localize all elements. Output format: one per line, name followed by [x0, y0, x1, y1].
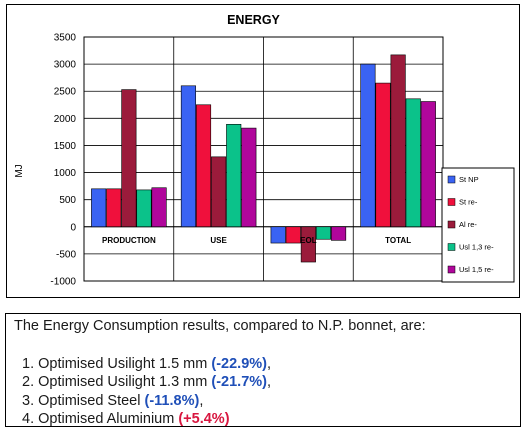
- legend-label: Usl 1,3 re-: [459, 243, 494, 252]
- legend-swatch: [447, 198, 456, 206]
- summary-item-label: 4. Optimised Aluminium: [22, 411, 179, 428]
- summary-item-pct: (+5.4%): [178, 411, 230, 428]
- energy-chart: -1000 -500 0 500 1000 1500 2000 2500 3000 3500 PRO…: [6, 4, 520, 298]
- bar: [270, 226, 286, 244]
- y-tick-label: 3500: [54, 33, 77, 44]
- bar: [315, 226, 332, 240]
- summary-item: 1. Optimised Usilight 1.5 mm (-22.9%),: [22, 355, 271, 373]
- chart-title: ENERGY: [227, 13, 280, 27]
- summary-item: 3. Optimised Steel (-11.8%),: [22, 392, 271, 410]
- category-label: EOL: [300, 236, 317, 245]
- bar: [331, 226, 347, 241]
- summary-item: 2. Optimised Usilight 1.3 mm (-21.7%),: [22, 373, 271, 391]
- bar: [91, 188, 107, 228]
- y-tick-label: -500: [56, 249, 76, 260]
- legend-swatch: [447, 220, 456, 229]
- summary-item-pct: (-22.9%): [211, 356, 267, 372]
- bar: [300, 226, 316, 263]
- summary-list: 1. Optimised Usilight 1.5 mm (-22.9%), 2…: [22, 355, 271, 429]
- y-tick-label: 3000: [54, 60, 77, 71]
- category-label: TOTAL: [385, 236, 411, 245]
- legend-swatch: [447, 175, 456, 184]
- bar: [360, 63, 376, 228]
- bar: [121, 89, 137, 228]
- y-tick-label: 1500: [54, 141, 77, 152]
- summary-item-pct: (-21.7%): [211, 374, 267, 391]
- legend-swatch: [447, 265, 456, 274]
- summary-intro: The Energy Consumption results, compared…: [14, 318, 426, 334]
- bar: [390, 54, 406, 228]
- y-tick-label: 500: [59, 195, 76, 206]
- summary-item-label: 1. Optimised Usilight 1.5 mm: [22, 356, 212, 372]
- summary-item-suffix: ,: [266, 356, 272, 372]
- bar: [211, 156, 227, 228]
- y-axis-label: MJ: [14, 164, 25, 177]
- category-label: USE: [210, 236, 227, 245]
- bar: [226, 123, 242, 228]
- bar: [285, 226, 301, 244]
- legend-label: St re-: [459, 198, 478, 207]
- bar: [151, 187, 167, 228]
- y-tick-label: 1000: [54, 168, 77, 179]
- bar: [180, 85, 196, 228]
- y-tick-label: 2000: [54, 114, 77, 125]
- y-tick-label: -1000: [50, 277, 76, 288]
- legend-label: St NP: [459, 175, 479, 184]
- summary-item-suffix: ,: [266, 374, 272, 391]
- summary-item-pct: (-11.8%): [144, 392, 200, 409]
- bar: [375, 82, 391, 228]
- chart-canvas: -1000 -500 0 500 1000 1500 2000 2500 3000 3500 PRO…: [14, 13, 515, 288]
- legend-swatch: [447, 243, 456, 251]
- legend-label: Usl 1,5 re-: [459, 265, 494, 274]
- bar: [241, 127, 257, 228]
- summary-item-label: 2. Optimised Usilight 1.3 mm: [22, 374, 212, 391]
- category-label: PRODUCTION: [102, 236, 156, 245]
- bar: [106, 188, 122, 228]
- bar: [195, 104, 212, 228]
- bar: [405, 98, 421, 228]
- summary-box: The Energy Consumption results, compared…: [5, 313, 521, 427]
- summary-item-label: 3. Optimised Steel: [22, 392, 145, 409]
- summary-item: 4. Optimised Aluminium (+5.4%): [22, 410, 271, 428]
- y-tick-label: 2500: [54, 87, 77, 98]
- y-tick-label: 0: [70, 222, 76, 233]
- bar: [136, 189, 152, 228]
- legend-label: Al re-: [459, 220, 477, 229]
- bar: [420, 101, 436, 228]
- summary-item-suffix: ,: [199, 392, 204, 409]
